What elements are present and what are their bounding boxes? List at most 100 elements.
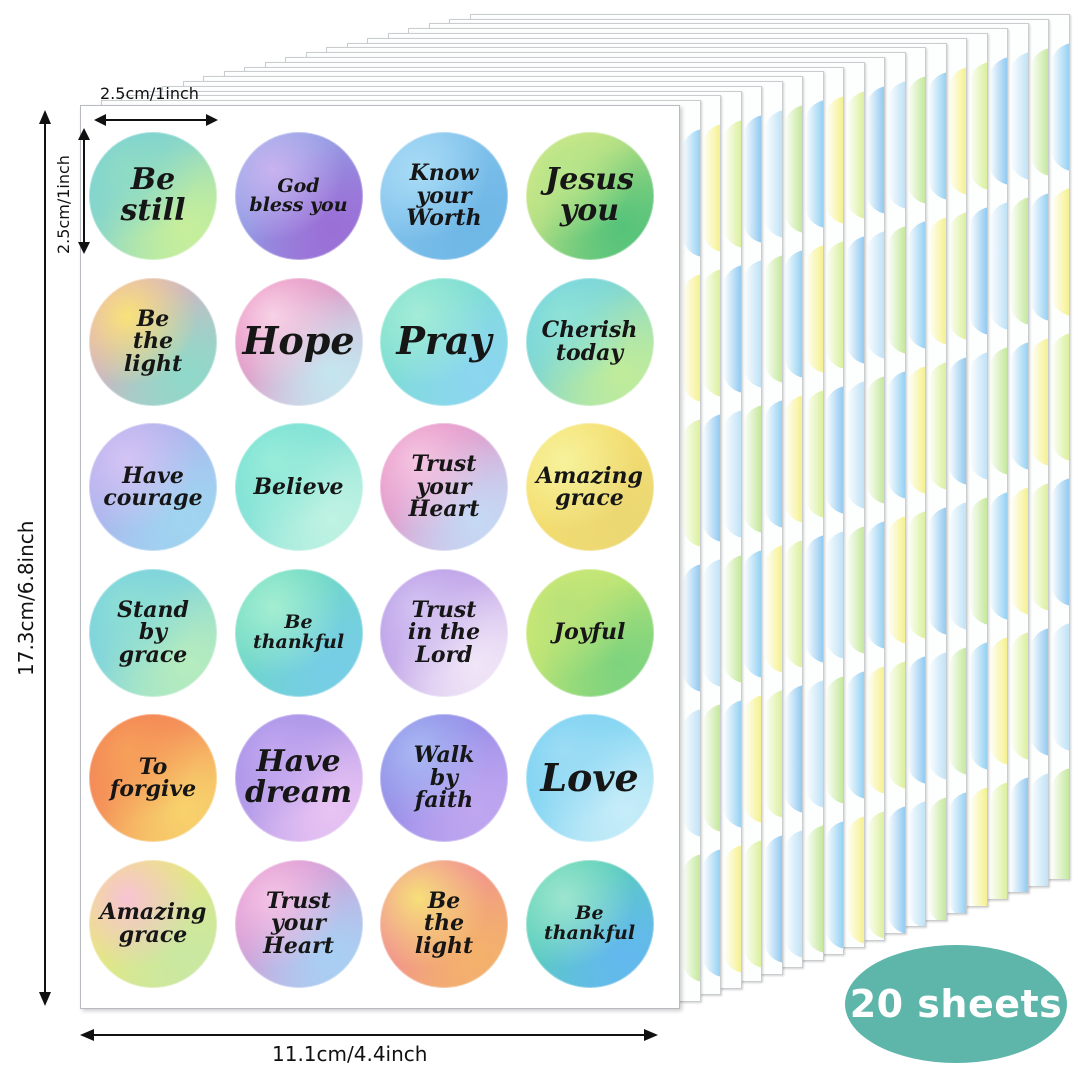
sticker-text: Have courage xyxy=(103,462,203,511)
sticker: Trust in the Lord xyxy=(380,568,508,697)
sticker-edge xyxy=(702,559,720,688)
sheet-width-label: 11.1cm/4.4inch xyxy=(272,1042,428,1066)
sticker-edge xyxy=(722,264,741,393)
sticker-edge xyxy=(681,854,700,983)
sheet-height-line xyxy=(44,112,46,1004)
sticker-edge xyxy=(763,400,782,528)
sticker-edge xyxy=(1050,477,1069,606)
sticker-edge xyxy=(825,820,843,949)
sticker-edge xyxy=(743,549,761,678)
sticker-text: Have dream xyxy=(244,744,353,810)
sticker-text: Amazing grace xyxy=(536,462,643,511)
sticker-width-label: 2.5cm/1inch xyxy=(100,84,199,103)
sticker-edge xyxy=(948,791,966,913)
sticker-edge xyxy=(702,124,720,253)
sticker-edge xyxy=(1030,627,1048,756)
sticker-edge xyxy=(804,245,823,374)
sticker-edge xyxy=(989,492,1007,621)
sticker-edge xyxy=(866,521,884,649)
sticker-edge xyxy=(845,670,864,799)
sticker-edge xyxy=(886,226,905,355)
sticker-text: Be still xyxy=(120,162,186,228)
sticker: Love xyxy=(525,714,654,842)
sticker-edge xyxy=(743,404,761,533)
sticker-edge xyxy=(886,371,905,500)
sticker-edge xyxy=(989,782,1007,900)
sticker-text: Stand by grace xyxy=(117,596,189,668)
sticker-edge xyxy=(1009,342,1028,471)
sticker: Jesus you xyxy=(525,132,654,260)
sticker-edge xyxy=(1050,622,1069,751)
sticker-edge xyxy=(784,250,802,379)
sticker-edge xyxy=(927,651,946,780)
sheet-height-label: 17.3cm/6.8inch xyxy=(14,520,38,676)
sticker-edge xyxy=(804,100,823,229)
sticker: Be thankful xyxy=(234,568,363,697)
sticker-edge xyxy=(968,207,987,335)
sticker-height-label: 2.5cm/1inch xyxy=(54,155,73,254)
sticker-edge xyxy=(1050,187,1069,316)
sticker-edge xyxy=(784,830,802,959)
sticker-edge xyxy=(763,835,782,963)
sticker-edge xyxy=(825,95,843,224)
sticker-edge xyxy=(825,240,843,369)
sticker-text: Be thankful xyxy=(543,902,636,944)
sticker: Joyful xyxy=(525,568,654,697)
front-sticker-sheet: Be still God bless you Know your Worth Jesu… xyxy=(80,105,680,1009)
sticker: Have courage xyxy=(89,423,217,551)
sticker: Know your Worth xyxy=(380,132,508,260)
sticker-edge xyxy=(1050,42,1069,171)
sticker-edge xyxy=(681,564,700,693)
sticker-edge xyxy=(927,361,946,490)
sticker-text: Be thankful xyxy=(252,611,345,653)
sticker: Trust your Heart xyxy=(380,423,508,551)
sticker-edge xyxy=(763,545,782,673)
sticker-edge xyxy=(1030,772,1048,886)
sticker-edge xyxy=(989,57,1007,186)
sticker-edge xyxy=(722,699,741,828)
sticker-edge xyxy=(927,71,946,200)
sticker-edge xyxy=(702,414,720,543)
sticker-edge xyxy=(804,390,823,519)
sticker-edge xyxy=(989,347,1007,476)
sticker: God bless you xyxy=(234,132,363,260)
sticker-edge xyxy=(763,110,782,238)
sticker-text: Be the light xyxy=(123,305,183,377)
sticker-edge xyxy=(907,366,925,495)
sticker-edge xyxy=(948,356,966,485)
sticker-edge xyxy=(845,380,864,509)
sticker-edge xyxy=(866,231,884,359)
sticker-edge xyxy=(989,637,1007,766)
sticker-edge xyxy=(845,90,864,219)
sticker-text: Pray xyxy=(396,318,492,364)
sticker-edge xyxy=(948,211,966,340)
sticker-edge xyxy=(886,81,905,210)
sticker-height-line xyxy=(83,130,85,252)
sheet-count-label: 20 sheets xyxy=(849,982,1063,1026)
sticker-edge xyxy=(1030,482,1048,611)
sticker: Walk by faith xyxy=(380,714,508,842)
sticker: Be the light xyxy=(380,859,508,988)
sticker-edge xyxy=(907,511,925,640)
sticker-text: Joyful xyxy=(553,619,626,646)
sticker-edge xyxy=(927,796,946,920)
sticker-edge xyxy=(804,680,823,809)
sticker-edge xyxy=(804,825,823,954)
sticker-text: Amazing grace xyxy=(99,899,207,948)
sticker: Pray xyxy=(380,277,508,406)
sticker-edge xyxy=(784,105,802,234)
sticker-edge xyxy=(968,352,987,480)
sticker-edge xyxy=(927,506,946,635)
sticker-text: Hope xyxy=(242,318,355,364)
sticker-edge xyxy=(1009,197,1028,326)
sticker-edge xyxy=(1009,52,1028,181)
sticker-edge xyxy=(722,409,741,538)
sticker: Cherish today xyxy=(525,277,654,406)
sticker-edge xyxy=(968,787,987,906)
sticker-edge xyxy=(907,801,925,927)
sticker-edge xyxy=(681,419,700,548)
sticker-edge xyxy=(989,202,1007,331)
sticker: Be still xyxy=(89,132,217,260)
sticker-text: Trust in the Lord xyxy=(407,596,481,668)
sticker-edge xyxy=(927,216,946,345)
